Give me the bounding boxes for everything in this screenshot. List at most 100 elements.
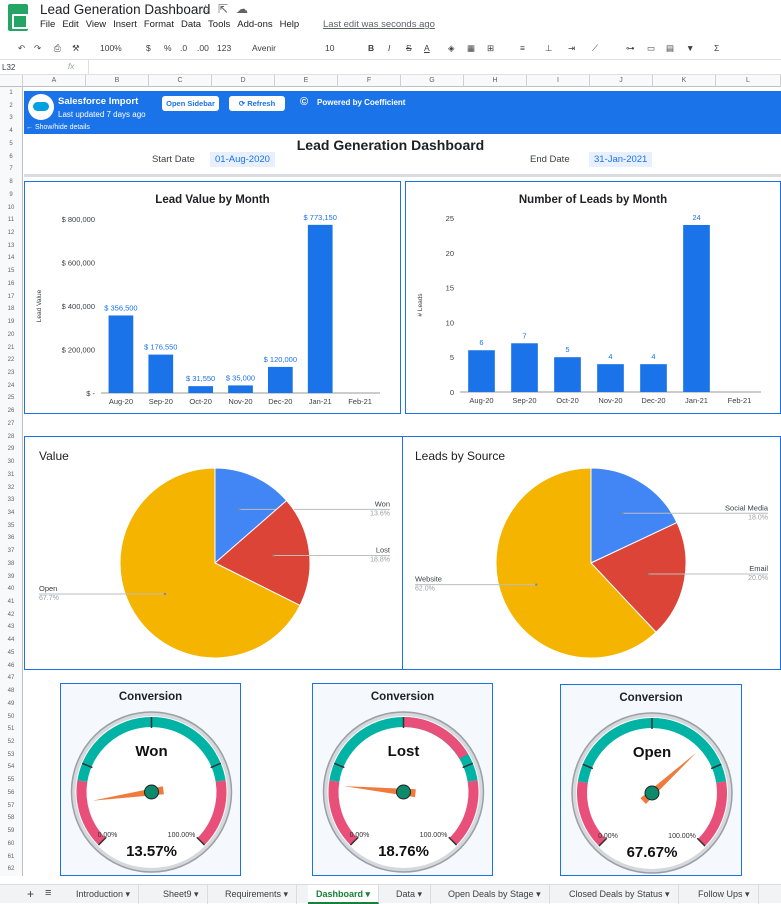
row-header[interactable]: 39 bbox=[7, 573, 15, 580]
column-header[interactable]: G bbox=[401, 75, 464, 87]
column-header[interactable]: F bbox=[338, 75, 401, 87]
select-all-corner[interactable] bbox=[0, 75, 23, 87]
row-header[interactable]: 16 bbox=[7, 280, 15, 287]
sheet-tab[interactable]: Open Deals by Stage ▾ bbox=[440, 885, 550, 904]
document-title[interactable]: Lead Generation Dashboard bbox=[40, 2, 211, 17]
menu-file[interactable]: File bbox=[40, 19, 56, 30]
column-header[interactable]: D bbox=[212, 75, 275, 87]
row-header[interactable]: 21 bbox=[7, 344, 15, 351]
source-pie-chart[interactable]: Leads by Source Social Media 18.0% Email 20… bbox=[402, 436, 781, 670]
menu-data[interactable]: Data bbox=[180, 19, 202, 30]
row-header[interactable]: 22 bbox=[7, 357, 15, 364]
row-header[interactable]: 30 bbox=[7, 459, 15, 466]
row-header[interactable]: 28 bbox=[7, 433, 15, 440]
row-header[interactable]: 19 bbox=[7, 319, 15, 326]
column-header[interactable]: B bbox=[86, 75, 149, 87]
redo-icon[interactable]: ↷ bbox=[34, 43, 42, 53]
row-header[interactable]: 17 bbox=[7, 293, 15, 300]
row-header[interactable]: 14 bbox=[7, 255, 15, 262]
text-color-button[interactable]: A bbox=[424, 43, 430, 53]
row-header[interactable]: 18 bbox=[7, 306, 15, 313]
all-sheets-icon[interactable]: ≡ bbox=[45, 887, 52, 899]
align-vertical-icon[interactable]: ⊥ bbox=[545, 43, 553, 53]
row-header[interactable]: 42 bbox=[7, 611, 15, 618]
cell-reference[interactable]: L32 bbox=[2, 63, 16, 72]
print-icon[interactable]: ⎙ bbox=[54, 43, 61, 53]
star-icon[interactable]: ☆ bbox=[200, 2, 211, 16]
menu-addons[interactable]: Add-ons bbox=[237, 19, 273, 30]
row-header[interactable]: 8 bbox=[9, 179, 13, 186]
column-header[interactable]: H bbox=[464, 75, 527, 87]
column-header[interactable]: L bbox=[716, 75, 781, 87]
sheet-tab[interactable]: Sheet9 ▾ bbox=[155, 885, 208, 904]
column-header[interactable]: C bbox=[149, 75, 212, 87]
row-header[interactable]: 58 bbox=[7, 815, 15, 822]
last-edit-link[interactable]: Last edit was seconds ago bbox=[323, 19, 435, 30]
lead-count-chart[interactable]: Number of Leads by Month 0 5 10 15 20 25 # Lea… bbox=[405, 181, 781, 414]
row-header[interactable]: 50 bbox=[7, 713, 15, 720]
row-header[interactable]: 27 bbox=[7, 420, 15, 427]
currency-button[interactable]: $ bbox=[146, 43, 151, 53]
row-header[interactable]: 51 bbox=[7, 726, 15, 733]
row-header[interactable]: 55 bbox=[7, 777, 15, 784]
menu-view[interactable]: View bbox=[85, 19, 107, 30]
row-header[interactable]: 40 bbox=[7, 586, 15, 593]
row-header[interactable]: 36 bbox=[7, 535, 15, 542]
row-header[interactable]: 60 bbox=[7, 840, 15, 847]
link-icon[interactable]: ⊶ bbox=[626, 43, 635, 53]
row-header[interactable]: 10 bbox=[7, 204, 15, 211]
menu-edit[interactable]: Edit bbox=[62, 19, 79, 30]
cloud-icon[interactable]: ☁ bbox=[236, 2, 248, 16]
row-header[interactable]: 62 bbox=[7, 866, 15, 873]
font-select[interactable]: Avenir bbox=[252, 43, 276, 53]
row-header[interactable]: 59 bbox=[7, 828, 15, 835]
bold-button[interactable]: B bbox=[368, 43, 375, 53]
row-header[interactable]: 1 bbox=[9, 90, 13, 96]
sheet-tab[interactable]: Data ▾ bbox=[388, 885, 432, 904]
font-size-select[interactable]: 10 bbox=[325, 43, 335, 53]
row-header[interactable]: 20 bbox=[7, 331, 15, 338]
row-header[interactable]: 31 bbox=[7, 471, 15, 478]
gauge-lost[interactable]: Conversion Lost 0.00% 100.00% 18.76% bbox=[312, 683, 493, 876]
gauge-open[interactable]: Conversion Open 0.00% 100.00% 67.67% bbox=[560, 684, 742, 876]
open-sidebar-button[interactable]: Open Sidebar bbox=[162, 96, 219, 111]
row-header[interactable]: 61 bbox=[7, 853, 15, 860]
row-header[interactable]: 46 bbox=[7, 662, 15, 669]
undo-icon[interactable]: ↶ bbox=[18, 43, 26, 53]
row-header[interactable]: 49 bbox=[7, 700, 15, 707]
row-header[interactable]: 57 bbox=[7, 802, 15, 809]
row-header[interactable]: 38 bbox=[7, 560, 15, 567]
show-hide-details-link[interactable]: ← Show/hide details bbox=[26, 124, 90, 131]
refresh-button[interactable]: ⟳ Refresh bbox=[229, 96, 285, 111]
menu-help[interactable]: Help bbox=[279, 19, 300, 30]
zoom-select[interactable]: 100% bbox=[100, 43, 122, 53]
column-header[interactable]: J bbox=[590, 75, 653, 87]
row-header[interactable]: 9 bbox=[9, 191, 13, 198]
menu-insert[interactable]: Insert bbox=[113, 19, 137, 30]
sheet-tab[interactable]: Introduction ▾ bbox=[68, 885, 140, 904]
row-header[interactable]: 32 bbox=[7, 484, 15, 491]
column-header[interactable]: E bbox=[275, 75, 338, 87]
end-date-value[interactable]: 31-Jan-2021 bbox=[589, 152, 653, 167]
lead-value-chart[interactable]: Lead Value by Month $ - $ 200,000 $ 400,00… bbox=[24, 181, 401, 414]
row-header[interactable]: 44 bbox=[7, 637, 15, 644]
row-header[interactable]: 15 bbox=[7, 268, 15, 275]
sheet-tab-active[interactable]: Dashboard ▾ bbox=[308, 885, 380, 904]
menu-tools[interactable]: Tools bbox=[208, 19, 231, 30]
row-header[interactable]: 13 bbox=[7, 242, 15, 249]
text-rotate-icon[interactable]: ⟋ bbox=[592, 43, 598, 53]
row-header[interactable]: 4 bbox=[9, 128, 13, 135]
row-header[interactable]: 37 bbox=[7, 548, 15, 555]
row-header[interactable]: 25 bbox=[7, 395, 15, 402]
start-date-value[interactable]: 01-Aug-2020 bbox=[210, 152, 275, 167]
row-header[interactable]: 11 bbox=[7, 217, 15, 224]
sheets-logo-icon[interactable] bbox=[8, 4, 28, 31]
borders-icon[interactable]: ▦ bbox=[467, 43, 476, 53]
sheet-tab[interactable]: Closed Deals by Status ▾ bbox=[561, 885, 679, 904]
sheet-tab[interactable]: Requirements ▾ bbox=[217, 885, 298, 904]
text-wrap-icon[interactable]: ⇥ bbox=[568, 43, 576, 53]
decrease-decimal-button[interactable]: .0 bbox=[180, 43, 188, 53]
row-header[interactable]: 43 bbox=[7, 624, 15, 631]
row-header[interactable]: 48 bbox=[7, 688, 15, 695]
row-header[interactable]: 56 bbox=[7, 789, 15, 796]
